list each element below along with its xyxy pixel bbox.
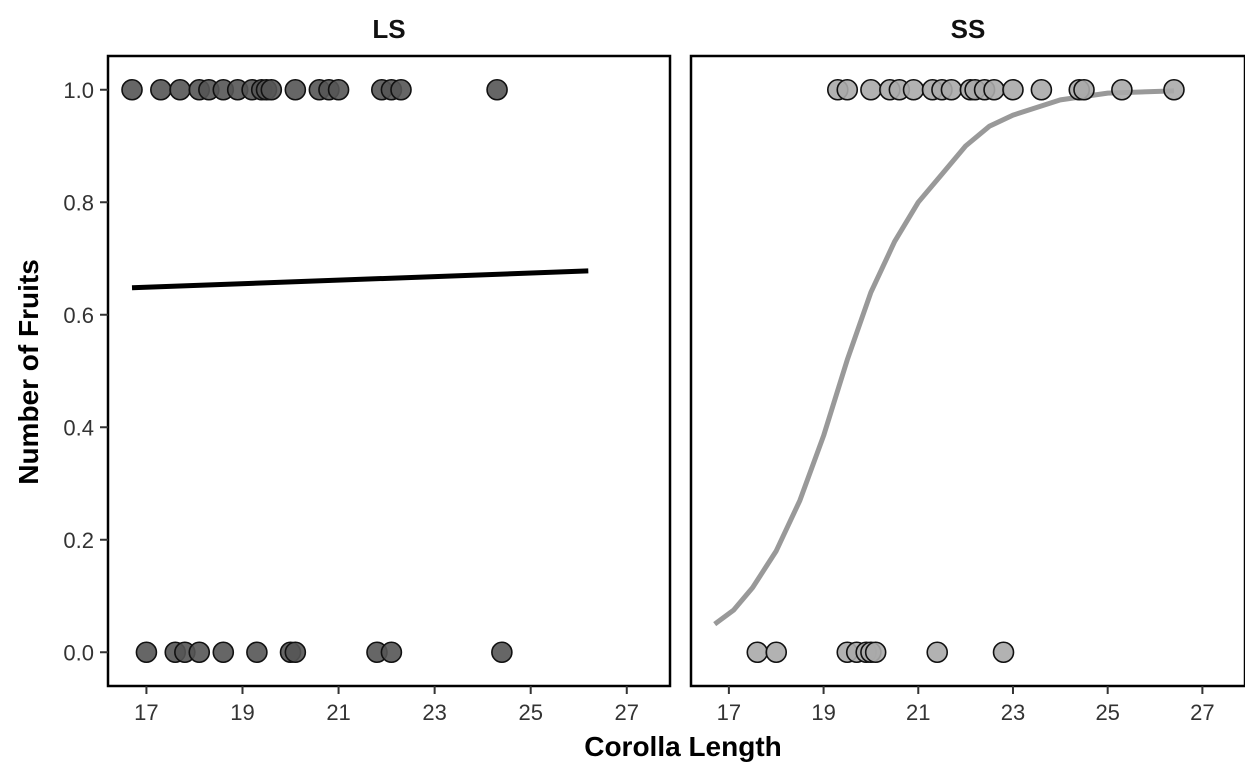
x-tick-label: 17: [717, 700, 741, 725]
data-point: [169, 78, 191, 101]
data-point: [983, 78, 1005, 101]
panel-ss: SS 17 19 21 23 25 27: [689, 14, 1245, 725]
panel-title: LS: [372, 14, 405, 44]
x-tick-label: 17: [134, 700, 158, 725]
data-point: [380, 641, 403, 664]
fit-line: [131, 268, 589, 291]
data-point: [940, 78, 963, 101]
data-point: [260, 78, 283, 101]
data-point: [902, 78, 925, 101]
y-axis-title: Number of Fruits: [13, 259, 44, 485]
data-point: [284, 641, 307, 664]
panels-layer: LS 17 19 21 23 25 27 0.0 0.2 0.4 0.6 0.8 1.0 SS 17 19 21…: [63, 14, 1245, 725]
data-point: [1073, 78, 1095, 101]
data-point: [246, 641, 268, 664]
data-point: [150, 78, 172, 101]
data-point: [327, 78, 350, 101]
data-point: [1163, 78, 1185, 101]
x-axis-title: Corolla Length: [584, 731, 782, 762]
data-point: [486, 78, 508, 101]
panel-title: SS: [951, 14, 986, 44]
x-tick-label: 25: [1095, 700, 1119, 725]
x-tick-label: 23: [422, 700, 446, 725]
panel-frame: [106, 54, 672, 688]
fit-line: [713, 88, 1175, 627]
data-point: [212, 641, 235, 664]
x-tick-label: 27: [615, 700, 639, 725]
data-point: [836, 78, 859, 101]
y-tick-label: 0.2: [63, 528, 94, 553]
x-tick-label: 27: [1190, 700, 1214, 725]
data-point: [1111, 78, 1133, 101]
y-tick-label: 0.8: [63, 190, 94, 215]
data-point: [491, 641, 513, 664]
panel-frame: [689, 54, 1245, 688]
data-point: [135, 641, 158, 664]
data-point: [390, 78, 412, 101]
x-tick-label: 19: [230, 700, 254, 725]
x-tick-label: 21: [906, 700, 930, 725]
data-point: [860, 78, 882, 101]
data-point: [765, 641, 788, 664]
data-point: [992, 641, 1015, 664]
data-point: [284, 78, 307, 101]
data-point: [1002, 78, 1024, 101]
y-tick-label: 1.0: [63, 78, 94, 103]
y-tick-label: 0.6: [63, 303, 94, 328]
y-tick-label: 0.4: [63, 415, 94, 440]
x-tick-label: 21: [326, 700, 350, 725]
x-tick-label: 25: [518, 700, 542, 725]
data-point: [188, 641, 211, 664]
x-tick-label: 23: [1001, 700, 1025, 725]
data-point: [1030, 78, 1053, 101]
data-point: [926, 641, 949, 664]
data-point: [864, 641, 887, 664]
data-point: [746, 641, 769, 664]
panel-ls: LS 17 19 21 23 25 27 0.0 0.2 0.4 0.6 0.8 1.0: [63, 14, 672, 725]
data-point: [121, 78, 143, 101]
x-tick-label: 19: [811, 700, 835, 725]
y-tick-label: 0.0: [63, 640, 94, 665]
